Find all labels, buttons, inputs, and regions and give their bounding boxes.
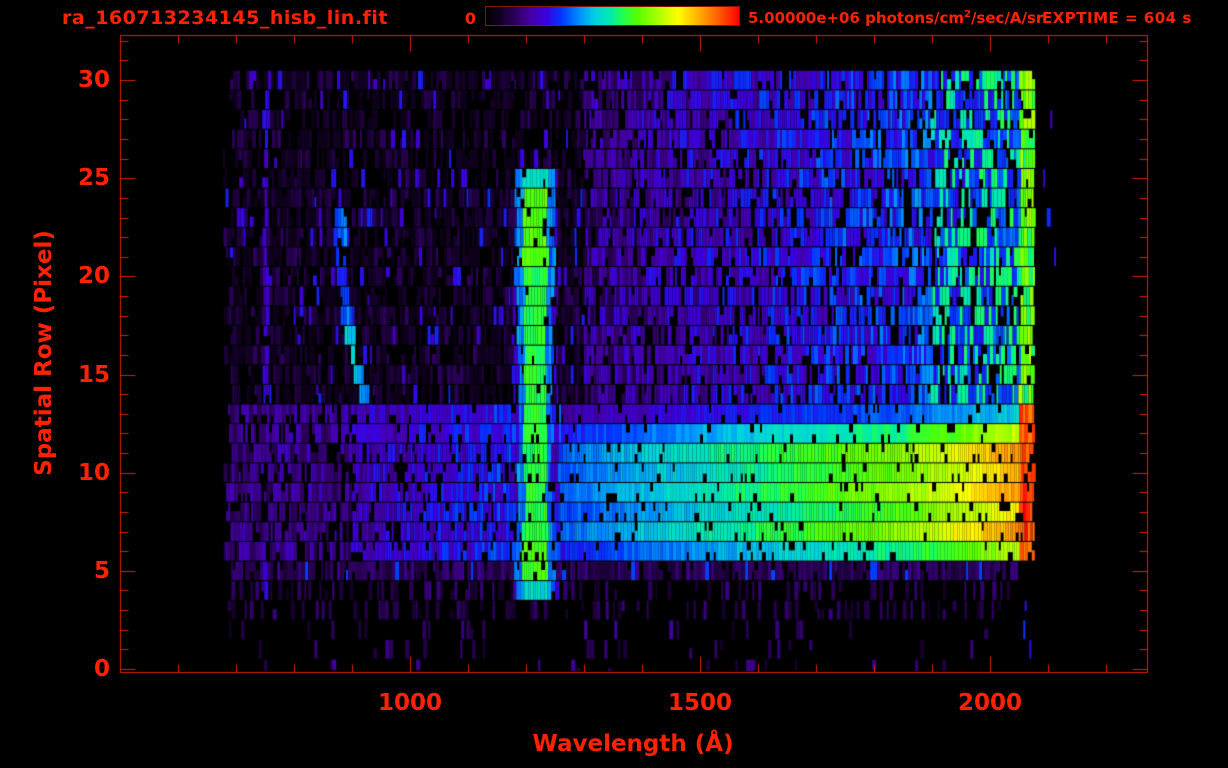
colorbar-max-value: 5.00000e+06 photons/cm [748,9,964,27]
y-tick-label: 5 [93,557,110,584]
y-tick-label: 25 [77,165,110,192]
colorbar-max-exponent: 2 [963,9,971,20]
colorbar-max-units: /sec/A/sr [970,9,1044,27]
colorbar-max-label: 5.00000e+06 photons/cm2/sec/A/sr [748,9,1043,27]
y-tick-label: 15 [77,361,110,388]
x-axis-title: Wavelength (Å) [532,731,734,757]
colorbar-min-label: 0 [464,9,476,28]
y-tick-label: 0 [93,656,110,682]
colorbar-gradient [485,6,740,26]
x-tick-label: 1000 [377,690,443,716]
y-tick-label: 10 [77,459,110,486]
x-tick-label: 2000 [957,690,1023,716]
y-tick-label: 30 [77,67,110,94]
file-title: ra_160713234145_hisb_lin.fit [62,7,388,29]
exptime-label: EXPTIME = 604 s [1042,9,1192,27]
y-tick-label: 20 [77,263,110,290]
x-tick-label: 1500 [667,690,733,716]
